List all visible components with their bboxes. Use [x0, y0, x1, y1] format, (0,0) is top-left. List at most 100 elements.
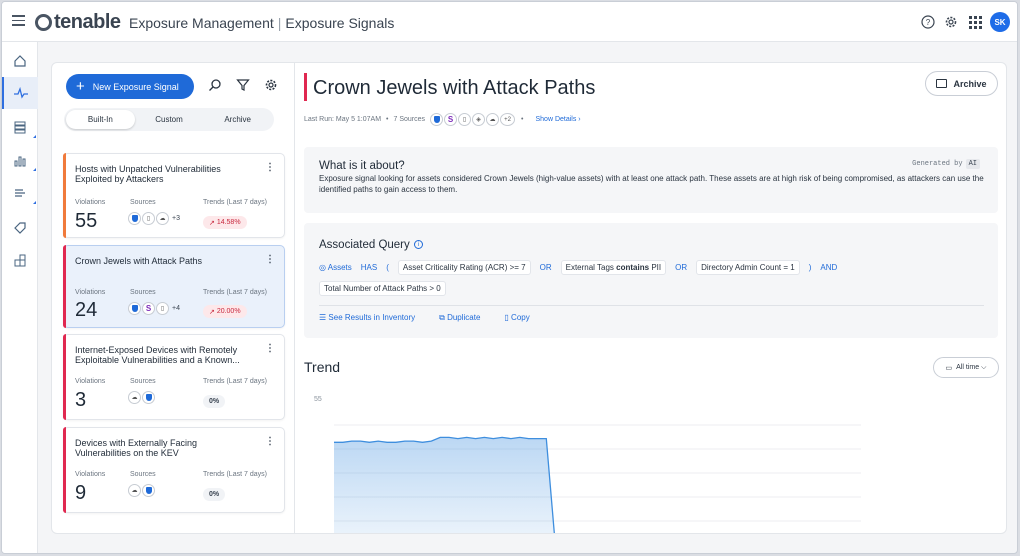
run-meta: Last Run: May 5 1:07AM • 7 Sources S ▯ ◈… — [304, 113, 581, 126]
trends-label: Trends (Last 7 days) — [203, 378, 267, 385]
sources-label: Sources — [130, 289, 156, 296]
logo-mark-icon — [35, 14, 52, 31]
acr-condition[interactable]: Asset Criticality Rating (ACR) >= 7 — [397, 260, 531, 275]
show-details-link[interactable]: Show Details › — [535, 116, 581, 123]
copy-label: Copy — [511, 313, 530, 322]
shield-icon — [128, 212, 141, 225]
kebab-menu-icon[interactable]: ⋮ — [265, 162, 275, 173]
plus-icon: + — [76, 78, 85, 95]
main-panel: + New Exposure Signal Built-In Custom Ar… — [51, 62, 1007, 534]
archive-button[interactable]: Archive — [925, 71, 998, 96]
signal-card-selected[interactable]: Crown Jewels with Attack Paths ⋮ Violati… — [63, 245, 285, 328]
archive-icon — [936, 79, 948, 88]
generated-by-label: Generated by — [912, 160, 963, 168]
violations-count: 55 — [75, 210, 98, 232]
page-title: Crown Jewels with Attack Paths — [313, 77, 596, 99]
doc-icon: ▯ — [156, 302, 169, 315]
tags-icon[interactable] — [8, 217, 32, 239]
tab-custom[interactable]: Custom — [155, 115, 183, 124]
source-icons: S ▯ +4 — [128, 302, 180, 315]
trend-value: 14.58% — [216, 219, 241, 226]
open-paren: ( — [386, 263, 389, 272]
about-panel: What is it about? Generated by AI Exposur… — [304, 147, 998, 213]
signal-card[interactable]: Hosts with Unpatched Vulnerabilities Exp… — [63, 153, 285, 238]
query-line-1: ◎ Assets HAS ( Asset Criticality Rating … — [319, 260, 846, 275]
list-tabs: Built-In Custom Archive — [64, 108, 274, 131]
trend-badge: ↗ 14.58% — [203, 216, 247, 229]
new-button-label: New Exposure Signal — [92, 81, 179, 92]
card-accent — [63, 427, 66, 513]
violations-label: Violations — [75, 289, 106, 296]
duplicate-link[interactable]: ⧉ Duplicate — [439, 313, 481, 322]
or-token: OR — [675, 263, 688, 272]
settings-icon[interactable] — [263, 77, 279, 93]
inventory-icon[interactable] — [8, 116, 36, 138]
integrations-icon[interactable] — [8, 250, 32, 272]
trends-label: Trends (Last 7 days) — [203, 289, 267, 296]
home-icon[interactable] — [8, 50, 32, 72]
more-sources: +4 — [172, 305, 180, 312]
tags-value: PII — [651, 263, 662, 272]
title-accent — [304, 73, 307, 101]
tenable-logo[interactable]: tenable — [35, 11, 121, 34]
sources-label: Sources — [130, 378, 156, 385]
assets-token[interactable]: ◎ Assets — [319, 263, 352, 272]
new-exposure-signal-button[interactable]: + New Exposure Signal — [66, 74, 194, 99]
apps-grid-icon[interactable] — [967, 14, 983, 30]
tab-archive[interactable]: Archive — [224, 115, 252, 124]
more-sources: +3 — [172, 215, 180, 222]
card-title: Internet-Exposed Devices with Remotely E… — [75, 345, 240, 365]
source-icons: ☁ — [128, 391, 156, 404]
info-icon[interactable]: i — [413, 240, 423, 250]
gear-icon[interactable] — [943, 14, 959, 30]
query-actions: ☰ See Results in Inventory ⧉ Duplicate ▯… — [319, 313, 554, 323]
signal-card[interactable]: Internet-Exposed Devices with Remotely E… — [63, 334, 285, 420]
signal-card[interactable]: Devices with Externally Facing Vulnerabi… — [63, 427, 285, 513]
help-icon[interactable]: ? — [920, 14, 936, 30]
menu-icon[interactable] — [12, 15, 25, 26]
violations-label: Violations — [75, 471, 106, 478]
analytics-icon[interactable] — [8, 149, 36, 171]
trends-label: Trends (Last 7 days) — [203, 471, 267, 478]
archive-label: Archive — [953, 78, 987, 89]
filter-icon[interactable] — [235, 77, 251, 93]
trend-badge: 0% — [203, 488, 226, 501]
shield-icon — [430, 113, 444, 126]
violations-count: 24 — [75, 299, 98, 321]
tab-built-in[interactable]: Built-In — [66, 110, 135, 129]
trends-label: Trends (Last 7 days) — [203, 199, 267, 206]
shield-icon — [142, 391, 155, 404]
card-accent — [63, 153, 66, 238]
violations-label: Violations — [75, 378, 106, 385]
kebab-menu-icon[interactable]: ⋮ — [265, 343, 275, 354]
shield-icon — [142, 484, 155, 497]
y-tick-label: 55 — [314, 396, 322, 403]
search-icon[interactable] — [207, 77, 223, 93]
signal-detail: Crown Jewels with Attack Paths Archive L… — [304, 63, 1006, 533]
copy-link[interactable]: ▯ Copy — [504, 313, 530, 322]
exposure-signals-icon[interactable] — [2, 77, 38, 109]
ai-badge: AI — [965, 159, 980, 169]
generated-by: Generated by AI — [912, 159, 980, 169]
admin-condition[interactable]: Directory Admin Count = 1 — [696, 260, 800, 275]
trend-heading: Trend — [304, 359, 341, 375]
tags-condition[interactable]: External Tags contains PII — [560, 260, 667, 275]
user-avatar[interactable]: SK — [990, 12, 1010, 32]
about-heading: What is it about? — [319, 160, 405, 172]
kebab-menu-icon[interactable]: ⋮ — [265, 254, 275, 265]
violations-count: 3 — [75, 389, 87, 411]
see-results-link[interactable]: ☰ See Results in Inventory — [319, 313, 416, 322]
shield-icon — [128, 302, 141, 315]
sources-count: 7 Sources — [393, 116, 426, 123]
attack-paths-icon[interactable] — [8, 182, 36, 204]
query-line-2: Total Number of Attack Paths > 0 — [319, 281, 455, 296]
paths-condition[interactable]: Total Number of Attack Paths > 0 — [319, 281, 446, 296]
kebab-menu-icon[interactable]: ⋮ — [265, 436, 275, 447]
more-sources: +2 — [500, 113, 516, 126]
chevron-down-icon: ⌵ — [981, 363, 987, 371]
time-filter-dropdown[interactable]: ▭ All time ⌵ — [933, 357, 999, 378]
trend-line — [334, 436, 555, 533]
contains-operator: contains — [616, 263, 650, 272]
has-token: HAS — [360, 263, 378, 272]
